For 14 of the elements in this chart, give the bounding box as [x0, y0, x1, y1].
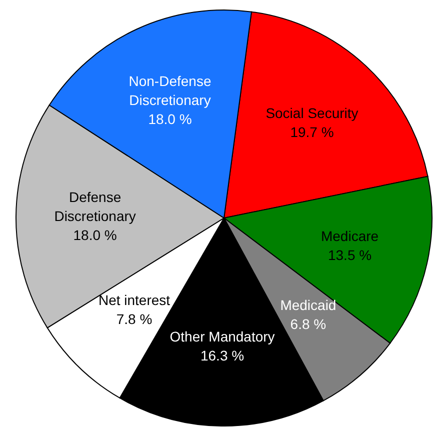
data-label: 18.0 %	[148, 110, 192, 127]
slice-label: Other Mandatory	[170, 328, 275, 344]
data-label: 13.5 %	[328, 246, 372, 263]
slice-label: Social Security	[266, 104, 358, 121]
slice-label: Defense Discretionary	[54, 188, 136, 224]
data-label: 6.8 %	[290, 316, 326, 332]
data-label: 7.8 %	[116, 310, 152, 327]
slice-label: Medicare	[320, 228, 379, 244]
slice-label: Net interest	[98, 292, 170, 308]
slice-label: Non-Defense Discretionary	[128, 72, 212, 108]
data-label: 16.3 %	[200, 347, 244, 364]
slice-label: Medicaid	[280, 296, 336, 313]
data-label: 18.0 %	[73, 226, 117, 243]
data-label: 19.7 %	[290, 124, 334, 140]
